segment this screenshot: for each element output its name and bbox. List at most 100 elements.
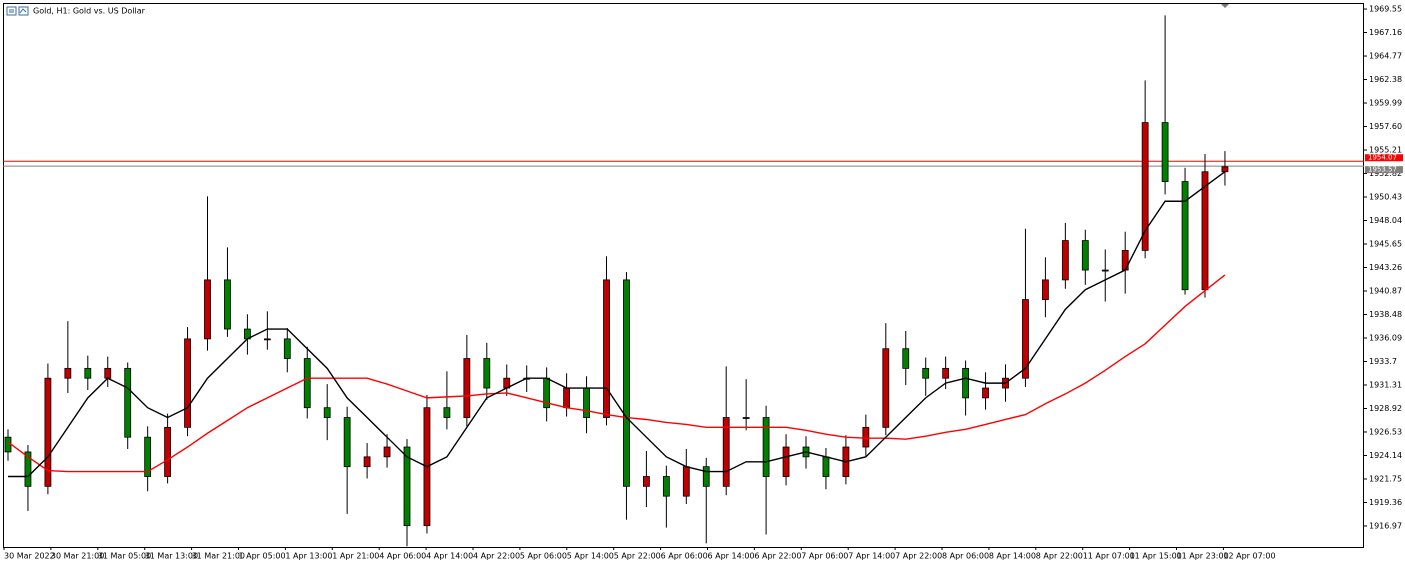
x-tick-label: 7 Apr 22:00: [895, 552, 942, 561]
y-tick-label: 1938.48: [1369, 310, 1402, 319]
y-tick-label: 1943.26: [1369, 263, 1402, 272]
candle-body: [383, 446, 391, 458]
candle-body: [962, 367, 969, 399]
candle-body: [862, 426, 870, 448]
y-tick-label: 1940.87: [1369, 286, 1402, 295]
candle-body: [24, 451, 32, 487]
y-tick-label: 1969.55: [1369, 5, 1402, 14]
candle-body: [623, 279, 630, 487]
x-tick-label: 12 Apr 07:00: [1223, 552, 1275, 561]
candle-body: [64, 367, 72, 379]
y-tick-label: 1964.77: [1369, 52, 1402, 61]
candle-body: [1201, 171, 1209, 291]
x-tick-label: 8 Apr 22:00: [1036, 552, 1083, 561]
candle-body: [722, 417, 730, 487]
x-tick-label: 30 Mar 2022: [4, 552, 55, 561]
x-tick-label: 4 Apr 14:00: [426, 552, 473, 561]
candle-body: [782, 446, 790, 477]
candle-body: [1141, 122, 1149, 251]
candle-body: [1221, 166, 1229, 173]
x-tick-label: 1 Apr 21:00: [332, 552, 379, 561]
candle-body: [563, 387, 570, 409]
candle-body: [84, 367, 92, 379]
candle-body: [263, 338, 271, 341]
candle-body: [443, 407, 451, 418]
candle-body: [164, 426, 172, 477]
y-tick-label: 1926.53: [1369, 427, 1402, 436]
y-tick-label: 1933.7: [1369, 357, 1397, 366]
candle-body: [144, 436, 152, 477]
plot-frame: [3, 3, 1364, 548]
y-tick-label: 1921.75: [1369, 474, 1402, 483]
y-tick-label: 1959.99: [1369, 99, 1402, 108]
x-tick-label: 6 Apr 22:00: [754, 552, 801, 561]
candle-body: [483, 358, 491, 389]
candle-body: [682, 466, 690, 497]
x-tick-label: 30 Mar 21:00: [51, 552, 104, 561]
candle-body: [902, 348, 910, 369]
x-tick-label: 11 Apr 07:00: [1083, 552, 1135, 561]
x-tick-label: 5 Apr 14:00: [567, 552, 614, 561]
x-tick-label: 4 Apr 06:00: [379, 552, 426, 561]
candle-body: [1161, 122, 1169, 182]
candle-body: [1022, 299, 1029, 379]
x-tick-label: 7 Apr 14:00: [848, 552, 895, 561]
shift-marker: [1221, 4, 1229, 8]
y-tick-label: 1950.43: [1369, 193, 1402, 202]
candle-body: [822, 456, 830, 477]
candle-body: [44, 377, 52, 487]
y-tick-label: 1957.60: [1369, 122, 1402, 131]
price-label-box: [1365, 166, 1403, 174]
candle-body: [922, 367, 930, 379]
candle-body: [463, 358, 471, 418]
y-tick-label: 1962.38: [1369, 75, 1402, 84]
y-tick-label: 1948.04: [1369, 216, 1402, 225]
price-label: 1953.57: [1368, 166, 1397, 174]
x-tick-label: 11 Apr 23:00: [1177, 552, 1229, 561]
candle-body: [702, 466, 710, 487]
y-tick-label: 1952.82: [1369, 169, 1402, 178]
x-tick-label: 4 Apr 22:00: [473, 552, 520, 561]
y-tick-label: 1945.65: [1369, 240, 1402, 249]
candle-body: [1042, 279, 1049, 300]
candle-body: [1061, 240, 1069, 281]
y-tick-label: 1916.97: [1369, 521, 1402, 530]
candle-body: [204, 279, 211, 340]
candle-body: [184, 338, 191, 428]
x-tick-label: 31 Mar 05:00: [98, 552, 151, 561]
candle-body: [124, 367, 132, 438]
y-tick-label: 1924.14: [1369, 451, 1402, 460]
candle-body: [1101, 269, 1109, 272]
y-tick-label: 1919.36: [1369, 498, 1402, 507]
x-tick-label: 5 Apr 06:00: [520, 552, 567, 561]
candle-body: [662, 476, 670, 497]
candle-body: [882, 348, 890, 428]
candle-body: [303, 358, 311, 409]
candle-body: [1181, 181, 1189, 291]
x-tick-label: 6 Apr 06:00: [661, 552, 708, 561]
candle-body: [4, 436, 12, 453]
x-tick-label: 8 Apr 14:00: [989, 552, 1036, 561]
candle-body: [742, 417, 750, 419]
x-tick-label: 7 Apr 06:00: [801, 552, 848, 561]
price-label-box: [1365, 154, 1403, 162]
x-tick-label: 11 Apr 15:00: [1130, 552, 1182, 561]
ma-line: [8, 171, 1226, 478]
x-tick-label: 31 Mar 21:00: [192, 552, 245, 561]
symbol-icon: [6, 6, 29, 16]
candle-body: [1081, 240, 1089, 271]
x-tick-label: 1 Apr 13:00: [285, 552, 332, 561]
candle-body: [603, 279, 610, 418]
price-label: 1954.07: [1368, 154, 1397, 162]
candle-body: [363, 456, 371, 468]
candle-body: [403, 446, 411, 527]
y-tick-label: 1936.09: [1369, 333, 1402, 342]
x-tick-label: 31 Mar 13:00: [145, 552, 198, 561]
x-tick-label: 8 Apr 06:00: [942, 552, 989, 561]
x-tick-label: 1 Apr 05:00: [239, 552, 286, 561]
candle-body: [323, 407, 331, 418]
y-tick-label: 1928.92: [1369, 404, 1402, 413]
candle-body: [942, 367, 950, 379]
candle-body: [583, 387, 590, 418]
